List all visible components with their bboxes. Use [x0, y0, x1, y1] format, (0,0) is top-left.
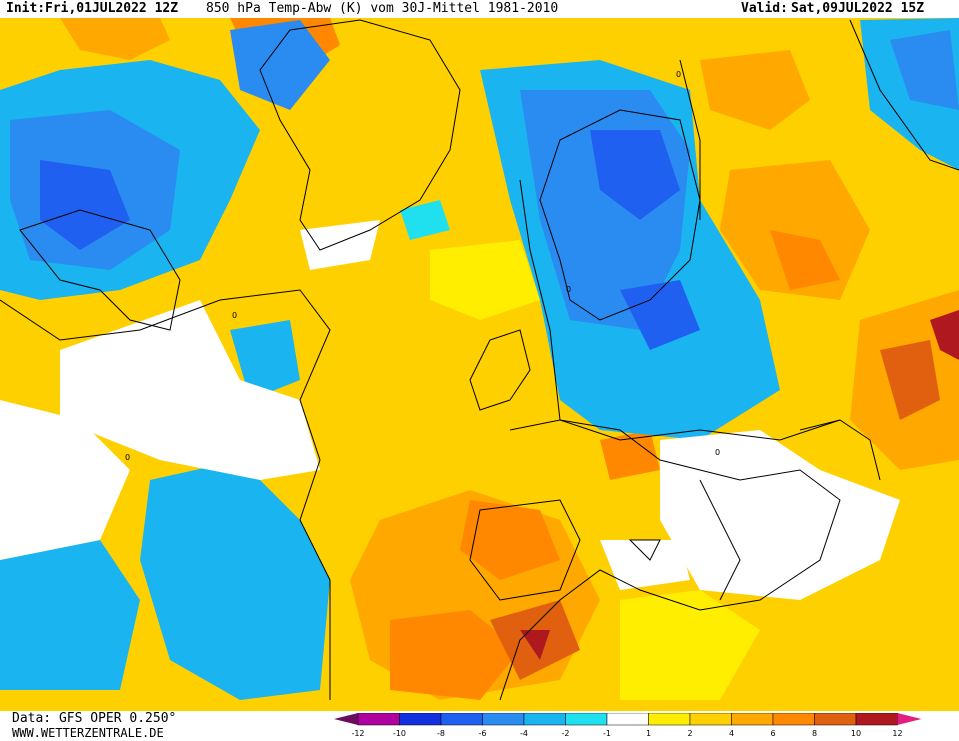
- color-legend-bar: [334, 712, 922, 726]
- zero-contours: [0, 19, 959, 700]
- legend-tick-label: -12: [351, 729, 365, 738]
- legend-tick-label: -4: [520, 729, 528, 738]
- anomaly-map: 0 0 0 0 0: [0, 18, 959, 711]
- legend-tick-label: 10: [850, 729, 862, 738]
- color-legend: [334, 712, 958, 733]
- contour-label: 0: [125, 453, 130, 462]
- legend-swatch: [440, 712, 483, 726]
- legend-swatch: [731, 712, 774, 726]
- legend-tick-label: 12: [892, 729, 903, 738]
- website-label: WWW.WETTERZENTRALE.DE: [12, 726, 164, 740]
- neutral-fields: [0, 220, 900, 600]
- legend-swatch: [399, 712, 442, 726]
- legend-tick-label: 4: [728, 729, 735, 738]
- legend-tick-label: -1: [603, 729, 611, 738]
- legend-tick-label: 2: [687, 729, 693, 738]
- legend-swatch: [523, 712, 566, 726]
- legend-swatch: [855, 712, 898, 726]
- init-value: Fri,01JUL2022 12Z: [45, 1, 179, 16]
- legend-swatch: [689, 712, 732, 726]
- legend-swatch: [357, 712, 400, 726]
- coastlines: [19, 19, 881, 701]
- legend-tick-label: 6: [770, 729, 776, 738]
- map-title: 850 hPa Temp-Abw (K) vom 30J-Mittel 1981…: [206, 1, 559, 16]
- legend-swatch: [606, 712, 649, 726]
- legend-arrow-right: [897, 713, 922, 725]
- cold-anomaly-fields: [0, 18, 959, 700]
- legend-swatch: [565, 712, 608, 726]
- data-source-label: Data: GFS OPER 0.250°: [12, 711, 177, 726]
- legend-tick-label: -2: [561, 729, 570, 738]
- anomaly-map-canvas: 0 0 0 0 0: [0, 18, 959, 711]
- legend-tick-label: 8: [811, 729, 818, 738]
- contour-label: 0: [676, 70, 681, 79]
- legend-tick-label: -8: [437, 729, 445, 738]
- legend-swatch: [814, 712, 857, 726]
- init-label: Init:: [6, 1, 46, 16]
- map-footer: Data: GFS OPER 0.250° WWW.WETTERZENTRALE…: [0, 711, 959, 741]
- legend-tick-label: 1: [645, 729, 652, 738]
- legend-swatch: [648, 712, 691, 726]
- legend-tick-label: -6: [478, 729, 487, 738]
- legend-tick-label: -10: [392, 729, 407, 738]
- legend-swatch: [772, 712, 815, 726]
- contour-label: 0: [715, 448, 720, 457]
- contour-label: 0: [232, 311, 237, 320]
- map-header: Init: Fri,01JUL2022 12Z 850 hPa Temp-Abw…: [0, 0, 959, 18]
- valid-label: Valid:: [741, 1, 788, 16]
- legend-arrow-left: [334, 713, 358, 725]
- valid-value: Sat,09JUL2022 15Z: [791, 1, 925, 16]
- legend-swatch: [482, 712, 525, 726]
- contour-label: 0: [566, 285, 571, 294]
